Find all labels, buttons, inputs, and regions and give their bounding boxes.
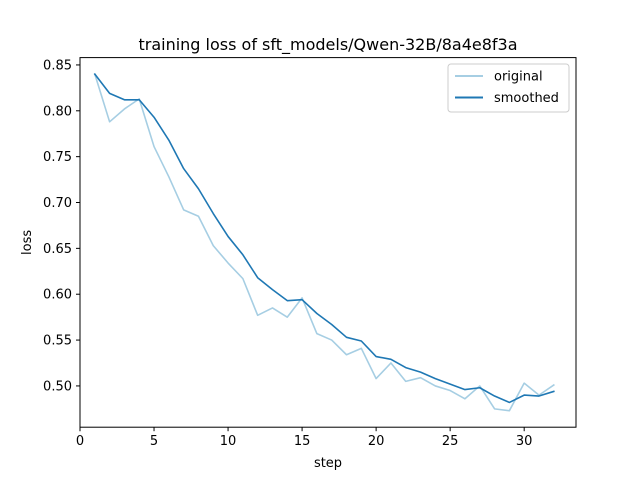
y-axis-label: loss xyxy=(20,230,35,255)
y-tick-label: 0.50 xyxy=(43,379,72,394)
y-tick-label: 0.65 xyxy=(43,242,72,257)
legend: original smoothed xyxy=(447,63,570,113)
x-tick-label: 20 xyxy=(368,434,385,449)
x-tick-label: 30 xyxy=(516,434,533,449)
y-axis-ticks: 0.50 0.55 0.60 0.65 0.70 0.75 0.80 0.85 xyxy=(43,58,80,394)
x-tick-label: 15 xyxy=(294,434,311,449)
plot-lines xyxy=(93,72,555,412)
series-line-smoothed xyxy=(93,72,555,404)
x-tick-label: 25 xyxy=(442,434,459,449)
legend-label-smoothed: smoothed xyxy=(494,91,559,106)
y-tick-label: 0.55 xyxy=(43,334,72,349)
legend-label-original: original xyxy=(494,70,543,85)
x-tick-label: 5 xyxy=(150,434,158,449)
y-tick-label: 0.85 xyxy=(43,58,72,73)
x-tick-label: 10 xyxy=(220,434,237,449)
x-axis-ticks: 0 5 10 15 20 25 30 xyxy=(76,427,533,449)
y-tick-label: 0.60 xyxy=(43,288,72,303)
y-tick-label: 0.70 xyxy=(43,196,72,211)
y-tick-label: 0.80 xyxy=(43,104,72,119)
x-axis-label: step xyxy=(314,456,342,471)
chart-title: training loss of sft_models/Qwen-32B/8a4… xyxy=(138,35,517,55)
x-tick-label: 0 xyxy=(76,434,84,449)
y-tick-label: 0.75 xyxy=(43,150,72,165)
plot-frame xyxy=(79,57,577,428)
